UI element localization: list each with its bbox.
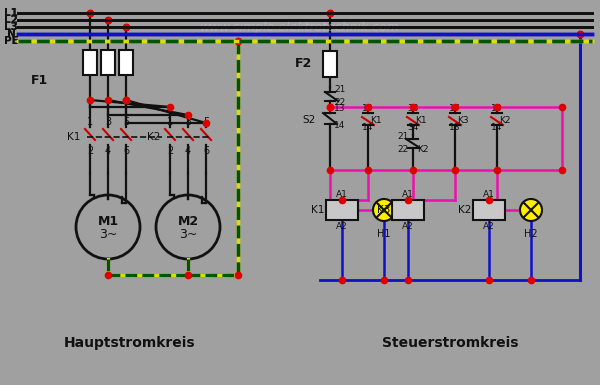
Text: 1: 1 [167, 117, 173, 127]
Bar [83, 50, 97, 75]
Text: A2: A2 [483, 221, 495, 231]
Circle shape [520, 199, 542, 221]
Text: 21: 21 [334, 84, 346, 94]
Text: PE: PE [4, 36, 19, 46]
Text: L3: L3 [4, 22, 18, 32]
Text: K2: K2 [499, 116, 511, 124]
Text: M2: M2 [178, 214, 199, 228]
Text: M1: M1 [97, 214, 119, 228]
Text: K3: K3 [457, 116, 469, 124]
Bar [326, 200, 358, 220]
Text: 3~: 3~ [179, 228, 197, 241]
Bar [473, 200, 505, 220]
Bar [101, 50, 115, 75]
Bar [119, 50, 133, 75]
Text: L2: L2 [4, 15, 18, 25]
Text: N: N [7, 29, 16, 39]
Text: PE: PE [4, 36, 19, 46]
Text: 14: 14 [362, 122, 374, 132]
Text: 13: 13 [491, 104, 503, 112]
Text: K2: K2 [417, 144, 428, 154]
Text: A1: A1 [402, 189, 414, 199]
Text: K3: K3 [377, 205, 390, 215]
Text: 3~: 3~ [99, 228, 117, 241]
Text: 3: 3 [185, 117, 191, 127]
Text: 17: 17 [449, 104, 461, 112]
Text: N: N [7, 29, 16, 39]
Text: 14: 14 [491, 122, 503, 132]
Text: L1: L1 [4, 8, 18, 18]
Text: 4: 4 [185, 146, 191, 156]
Text: K1: K1 [67, 132, 80, 142]
Text: 5: 5 [123, 117, 129, 127]
Text: 6: 6 [203, 146, 209, 156]
Text: K2: K2 [458, 205, 471, 215]
Text: L1: L1 [4, 8, 18, 18]
Text: K2: K2 [146, 132, 160, 142]
Text: www.simple.elektrotechnik.com: www.simple.elektrotechnik.com [200, 20, 400, 33]
Text: S2: S2 [303, 115, 316, 125]
Text: A2: A2 [336, 221, 348, 231]
Text: 2: 2 [167, 146, 173, 156]
Text: 22: 22 [398, 144, 409, 154]
Text: Hauptstromkreis: Hauptstromkreis [64, 336, 196, 350]
Text: A2: A2 [402, 221, 414, 231]
Text: L3: L3 [4, 22, 18, 32]
Text: 2: 2 [87, 146, 93, 156]
Bar [392, 200, 424, 220]
Text: 14: 14 [334, 121, 346, 129]
Text: A1: A1 [483, 189, 495, 199]
Text: 6: 6 [123, 146, 129, 156]
Bar [323, 51, 337, 77]
Text: H2: H2 [524, 229, 538, 239]
Text: 1: 1 [87, 117, 93, 127]
Text: K1: K1 [415, 116, 427, 124]
Text: Steuerstromkreis: Steuerstromkreis [382, 336, 518, 350]
Text: 3: 3 [105, 117, 111, 127]
Text: L2: L2 [4, 15, 18, 25]
Text: 4: 4 [105, 146, 111, 156]
Text: 22: 22 [334, 97, 345, 107]
Text: 5: 5 [203, 117, 209, 127]
Circle shape [373, 199, 395, 221]
Text: F1: F1 [31, 74, 49, 87]
Text: 33: 33 [407, 104, 419, 112]
Text: 18: 18 [449, 122, 461, 132]
Text: A1: A1 [336, 189, 348, 199]
Text: H1: H1 [377, 229, 391, 239]
Text: K1: K1 [311, 205, 324, 215]
Text: F2: F2 [295, 57, 312, 70]
Text: 21: 21 [398, 132, 409, 141]
Text: K1: K1 [370, 116, 382, 124]
Text: 34: 34 [407, 122, 419, 132]
Text: 13: 13 [362, 104, 374, 112]
Text: 13: 13 [334, 104, 346, 112]
